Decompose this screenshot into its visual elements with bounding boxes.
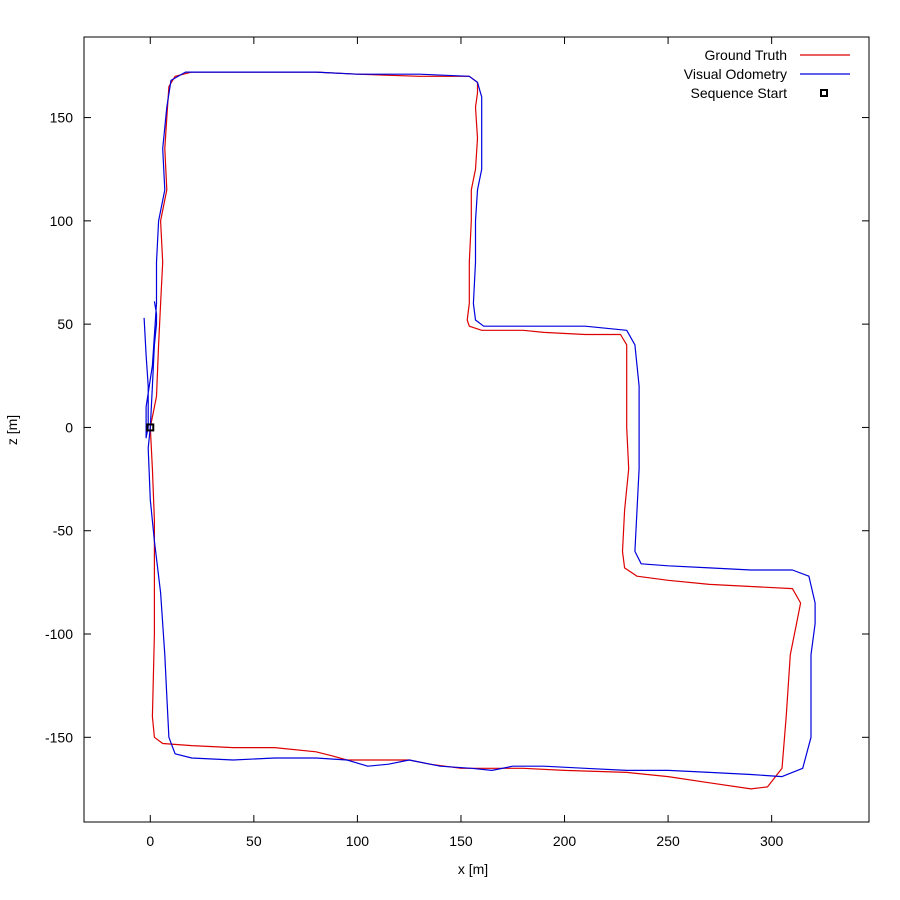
y-tick-label: 150 <box>50 110 74 126</box>
x-axis-label: x [m] <box>458 861 488 877</box>
y-tick-label: -50 <box>53 523 73 539</box>
plot-border <box>83 36 870 823</box>
x-tick-label: 200 <box>553 833 577 849</box>
y-tick-label: -150 <box>45 729 73 745</box>
y-tick-label: 100 <box>50 213 74 229</box>
series-line-visual-odometry <box>143 71 816 778</box>
sequence-start-marker <box>146 423 155 432</box>
x-tick-label: 250 <box>656 833 680 849</box>
legend-label-visual-odometry: Visual Odometry <box>684 66 787 82</box>
x-tick-label: 300 <box>760 833 784 849</box>
plot-area <box>143 71 816 790</box>
y-tick-label: 50 <box>57 316 73 332</box>
tick-marks: 0 50 100 150 200 250 300 150 100 50 0 -50 -100 -150 <box>45 37 869 849</box>
y-tick-label: -100 <box>45 626 73 642</box>
y-tick-label: 0 <box>65 419 73 435</box>
y-axis-label: z [m] <box>4 415 20 445</box>
legend-marker-sequence-start <box>820 89 828 97</box>
x-tick-label: 150 <box>449 833 473 849</box>
legend: Ground Truth Visual Odometry Sequence St… <box>684 47 850 101</box>
x-tick-label: 50 <box>246 833 262 849</box>
x-tick-label: 100 <box>346 833 370 849</box>
legend-label-ground-truth: Ground Truth <box>705 47 788 63</box>
x-tick-label: 0 <box>146 833 154 849</box>
legend-label-sequence-start: Sequence Start <box>690 85 787 101</box>
